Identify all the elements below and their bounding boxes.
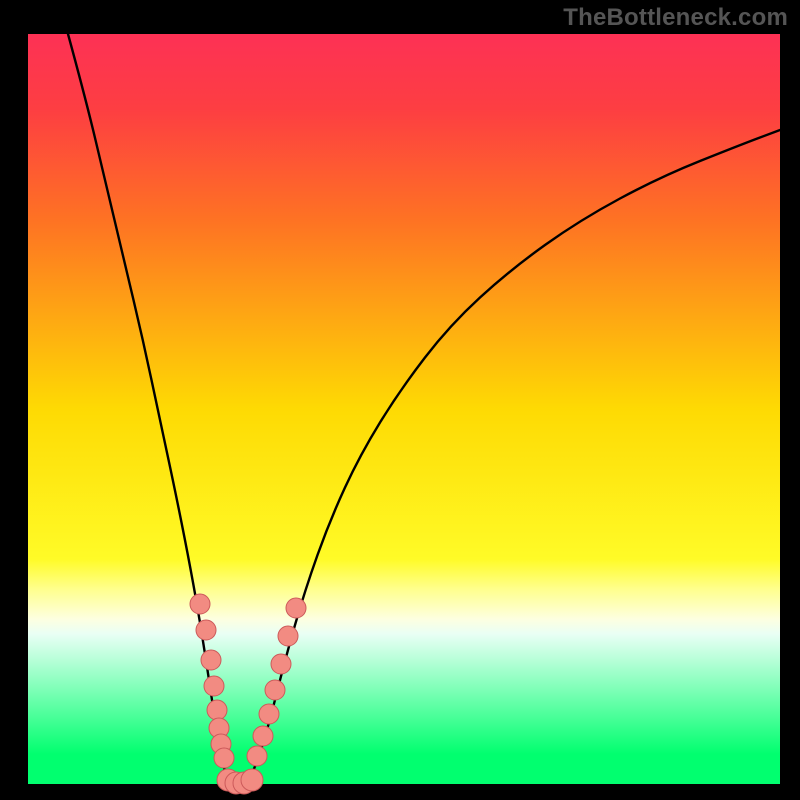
marker-left: [201, 650, 221, 670]
chart-root: TheBottleneck.com: [0, 0, 800, 800]
marker-right: [253, 726, 273, 746]
marker-right: [259, 704, 279, 724]
chart-svg: [0, 0, 800, 800]
marker-valley: [241, 769, 263, 791]
marker-right: [271, 654, 291, 674]
marker-left: [207, 700, 227, 720]
marker-left: [204, 676, 224, 696]
marker-right: [247, 746, 267, 766]
marker-right: [286, 598, 306, 618]
marker-left: [196, 620, 216, 640]
plot-gradient: [28, 34, 780, 784]
marker-left: [214, 748, 234, 768]
marker-right: [278, 626, 298, 646]
marker-right: [265, 680, 285, 700]
watermark-text: TheBottleneck.com: [563, 4, 788, 32]
marker-left: [190, 594, 210, 614]
